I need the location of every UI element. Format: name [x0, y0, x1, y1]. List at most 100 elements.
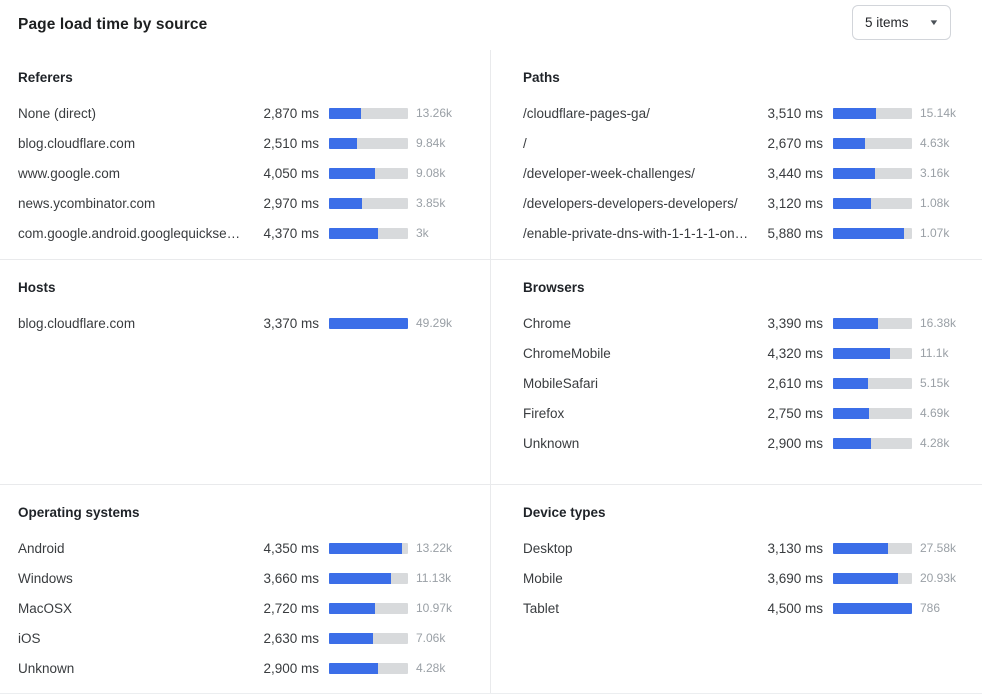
row-count: 9.08k: [416, 166, 446, 180]
row-bar-fill: [833, 167, 875, 179]
row-bar: [833, 227, 912, 239]
row-count: 20.93k: [920, 571, 957, 585]
chevron-down-icon: ▼: [928, 18, 940, 27]
table-row: www.google.com 4,050 ms 9.08k: [18, 158, 470, 188]
row-bar: [833, 542, 912, 554]
row-bar: [329, 167, 408, 179]
section-browsers: Browsers Chrome 3,390 ms 16.38k ChromeMo…: [491, 259, 982, 484]
items-count-dropdown[interactable]: 5 items ▼: [852, 5, 951, 40]
row-label: MacOSX: [18, 600, 73, 616]
row-label: www.google.com: [18, 165, 121, 181]
row-label: /enable-private-dns-with-1-1-1-1-on-…: [523, 225, 753, 241]
row-bar-fill: [329, 662, 378, 674]
widget-header: Page load time by source 5 items ▼: [0, 0, 982, 50]
row-bar: [833, 407, 912, 419]
table-row: /developer-week-challenges/ 3,440 ms 3.1…: [523, 158, 974, 188]
row-bar-fill: [329, 137, 358, 149]
row-ms-value: 4,350 ms: [263, 540, 319, 556]
row-bar-fill: [833, 107, 876, 119]
row-ms-value: 2,970 ms: [263, 195, 319, 211]
row-label: blog.cloudflare.com: [18, 135, 136, 151]
row-bar-fill: [329, 227, 378, 239]
row-count: 10.97k: [416, 601, 453, 615]
row-label: Windows: [18, 570, 73, 586]
row-label: /: [523, 135, 527, 151]
section-title: Paths: [523, 70, 560, 85]
row-bar: [329, 662, 408, 674]
row-label: /developers-developers-developers/: [523, 195, 738, 211]
table-row: Firefox 2,750 ms 4.69k: [523, 398, 974, 428]
row-ms-value: 2,750 ms: [767, 405, 823, 421]
table-row: Chrome 3,390 ms 16.38k: [523, 308, 974, 338]
row-bar-fill: [833, 197, 871, 209]
row-bar-fill: [833, 602, 912, 614]
row-label: com.google.android.googlequicksearc…: [18, 225, 253, 241]
table-row: Tablet 4,500 ms 786: [523, 593, 974, 623]
table-row: Unknown 2,900 ms 4.28k: [523, 428, 974, 458]
table-row: / 2,670 ms 4.63k: [523, 128, 974, 158]
row-count: 4.28k: [920, 436, 950, 450]
row-label: iOS: [18, 630, 41, 646]
row-ms-value: 3,130 ms: [767, 540, 823, 556]
table-row: blog.cloudflare.com 2,510 ms 9.84k: [18, 128, 470, 158]
row-count: 4.28k: [416, 661, 446, 675]
row-ms-value: 2,610 ms: [767, 375, 823, 391]
row-bar-fill: [833, 407, 870, 419]
row-ms-value: 2,870 ms: [263, 105, 319, 121]
row-ms-value: 4,370 ms: [263, 225, 319, 241]
table-row: /cloudflare-pages-ga/ 3,510 ms 15.14k: [523, 98, 974, 128]
row-bar: [833, 437, 912, 449]
row-count: 49.29k: [416, 316, 453, 330]
row-label: ChromeMobile: [523, 345, 611, 361]
row-ms-value: 3,440 ms: [767, 165, 823, 181]
row-ms-value: 3,690 ms: [767, 570, 823, 586]
row-ms-value: 3,120 ms: [767, 195, 823, 211]
row-bar-fill: [833, 542, 889, 554]
row-label: None (direct): [18, 105, 97, 121]
row-label: /developer-week-challenges/: [523, 165, 695, 181]
row-label: Tablet: [523, 600, 560, 616]
table-row: blog.cloudflare.com 3,370 ms 49.29k: [18, 308, 470, 338]
row-bar-fill: [833, 227, 905, 239]
row-label: blog.cloudflare.com: [18, 315, 136, 331]
row-bar: [833, 167, 912, 179]
table-row: Unknown 2,900 ms 4.28k: [18, 653, 470, 683]
row-label: Desktop: [523, 540, 573, 556]
row-ms-value: 3,660 ms: [263, 570, 319, 586]
row-count: 11.1k: [920, 346, 949, 360]
items-count-value: 5 items: [865, 15, 909, 30]
row-bar: [329, 137, 408, 149]
row-bar: [329, 317, 408, 329]
row-ms-value: 3,370 ms: [263, 315, 319, 331]
row-count: 3.85k: [416, 196, 446, 210]
row-ms-value: 3,510 ms: [767, 105, 823, 121]
row-bar: [833, 377, 912, 389]
row-bar-fill: [329, 197, 363, 209]
row-bar-fill: [329, 632, 374, 644]
row-bar: [833, 137, 912, 149]
row-count: 7.06k: [416, 631, 446, 645]
row-bar: [329, 542, 408, 554]
row-bar-fill: [329, 572, 391, 584]
row-bar: [833, 347, 912, 359]
row-label: Chrome: [523, 315, 572, 331]
sections-grid: Referers None (direct) 2,870 ms 13.26k b…: [0, 50, 982, 694]
row-bar-fill: [329, 542, 403, 554]
table-row: Desktop 3,130 ms 27.58k: [523, 533, 974, 563]
row-count: 1.08k: [920, 196, 950, 210]
row-label: /cloudflare-pages-ga/: [523, 105, 650, 121]
row-bar: [329, 632, 408, 644]
table-row: ChromeMobile 4,320 ms 11.1k: [523, 338, 974, 368]
row-ms-value: 3,390 ms: [767, 315, 823, 331]
row-ms-value: 2,900 ms: [263, 660, 319, 676]
table-row: MacOSX 2,720 ms 10.97k: [18, 593, 470, 623]
row-count: 3k: [416, 226, 429, 240]
row-ms-value: 2,510 ms: [263, 135, 319, 151]
table-row: None (direct) 2,870 ms 13.26k: [18, 98, 470, 128]
row-label: Firefox: [523, 405, 565, 421]
row-count: 4.69k: [920, 406, 950, 420]
row-bar-fill: [329, 317, 408, 329]
section-paths: Paths /cloudflare-pages-ga/ 3,510 ms 15.…: [491, 50, 982, 259]
row-bar: [329, 572, 408, 584]
